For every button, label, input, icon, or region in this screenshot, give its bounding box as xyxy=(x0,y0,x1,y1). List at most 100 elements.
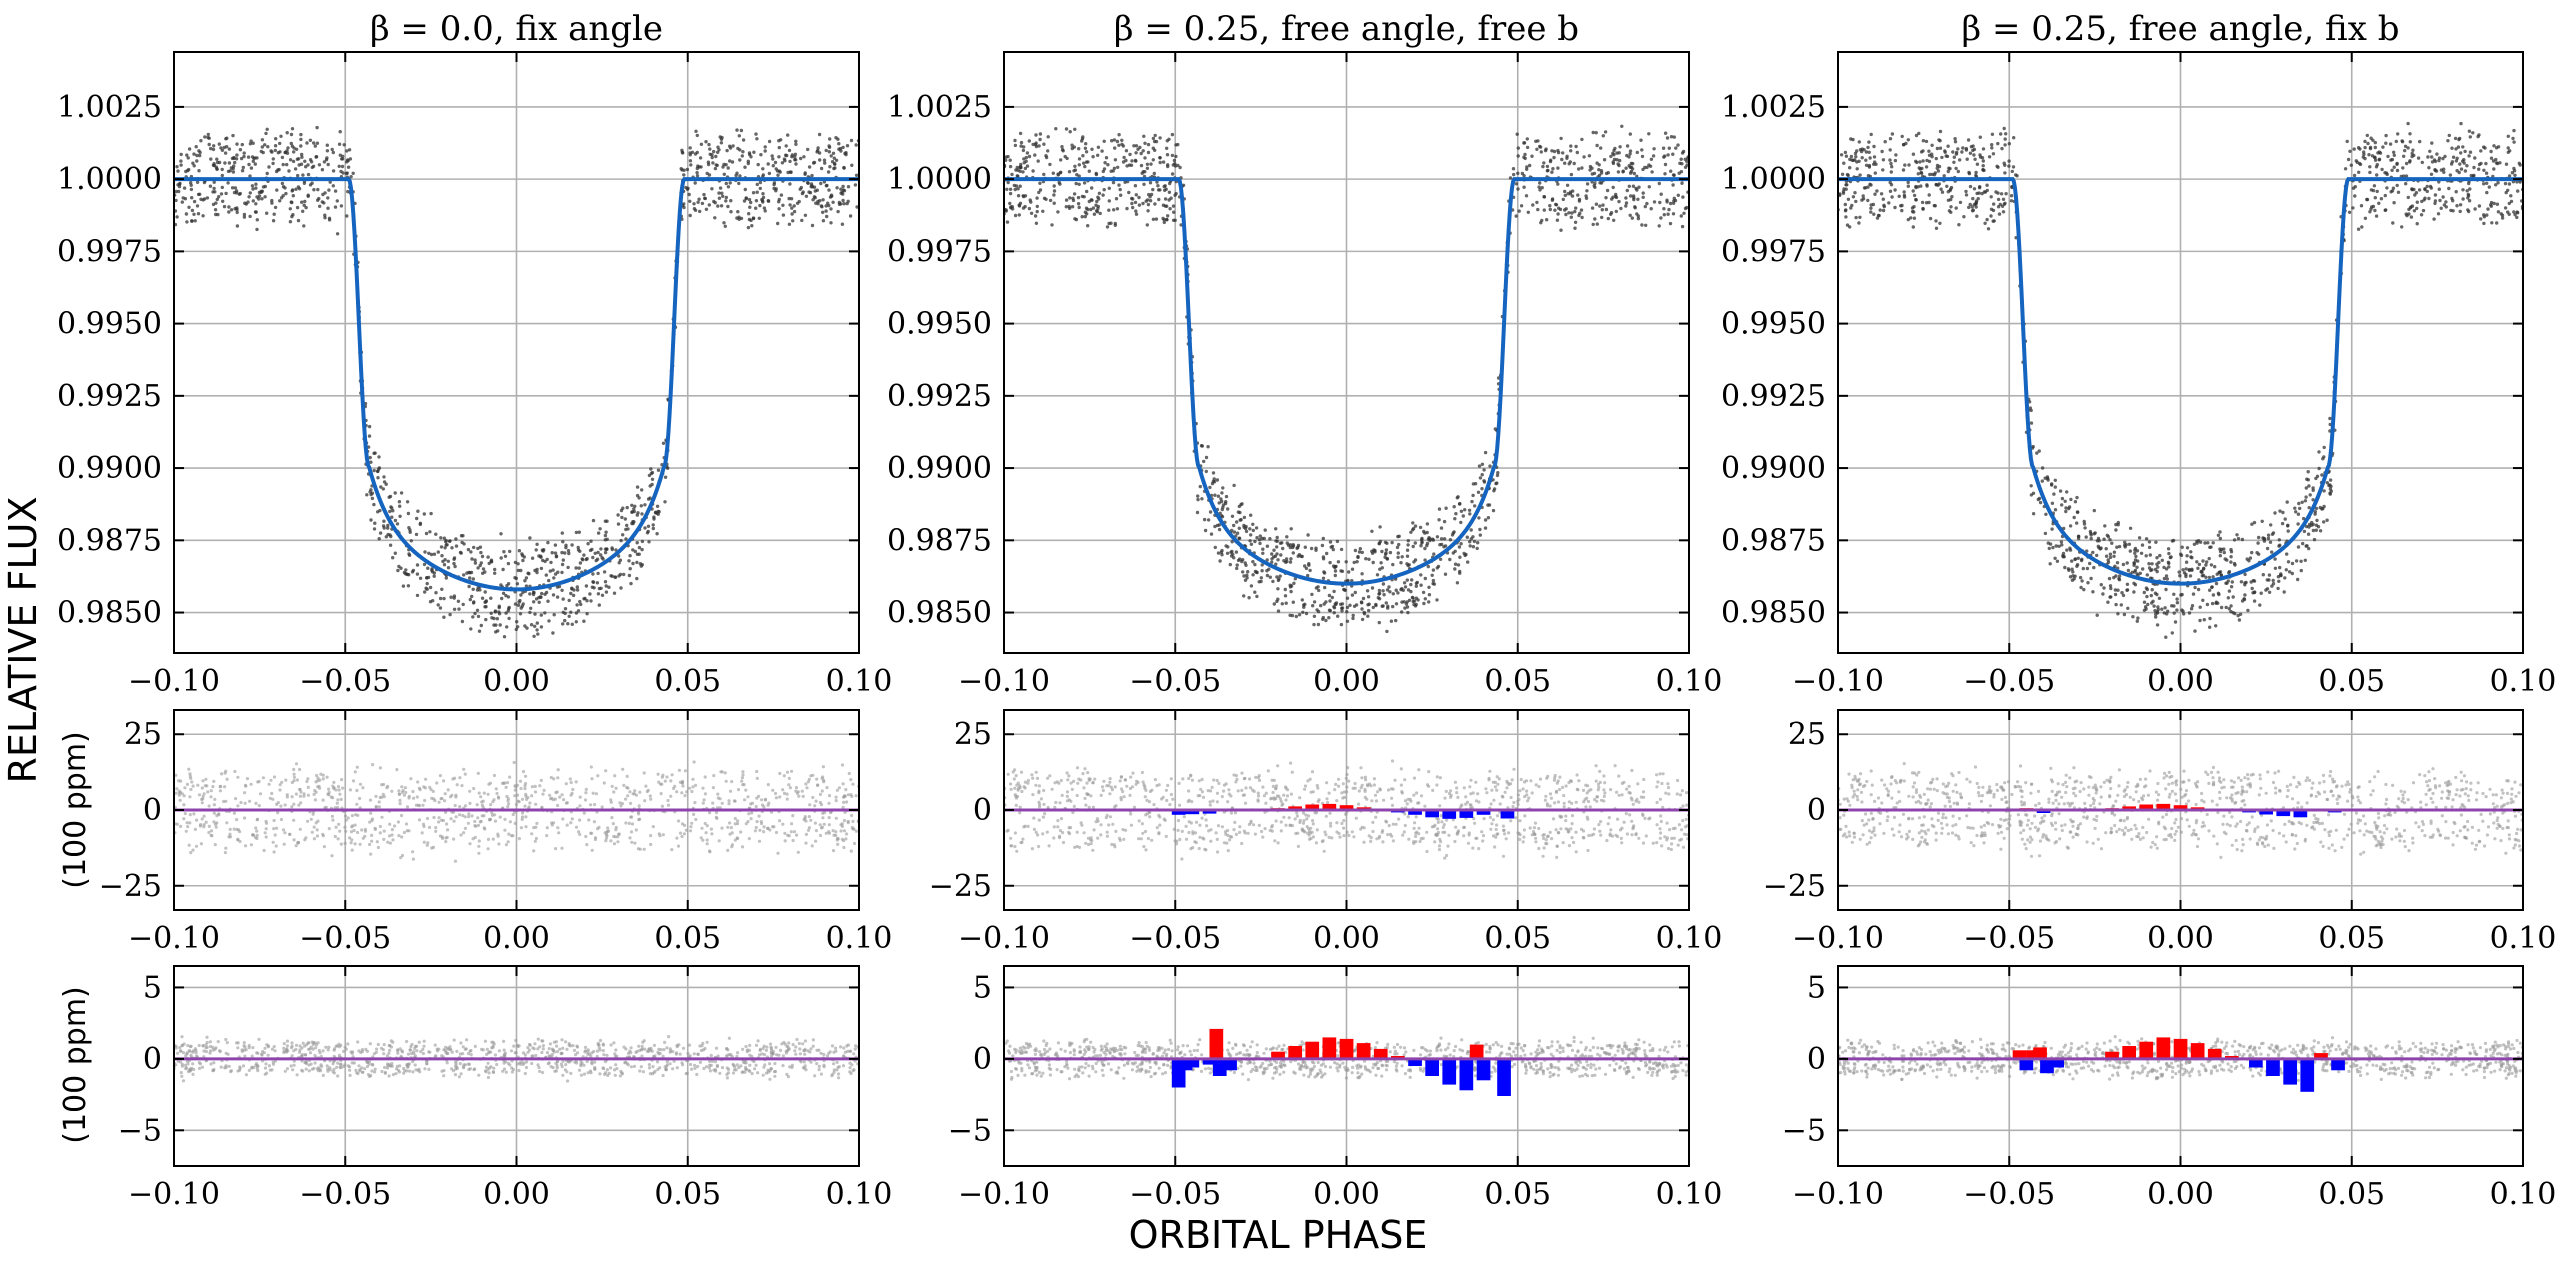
observation-point xyxy=(1382,593,1386,597)
observation-point xyxy=(2037,496,2042,501)
observation-point xyxy=(462,573,466,577)
observation-point xyxy=(2509,199,2514,204)
observation-point xyxy=(1611,161,1616,166)
observation-point xyxy=(1130,159,1134,163)
observation-point xyxy=(2356,227,2361,231)
residual-point xyxy=(343,814,348,818)
observation-point xyxy=(1089,198,1094,202)
observation-point xyxy=(632,507,636,511)
observation-point xyxy=(331,184,335,188)
x-tick-label: −0.10 xyxy=(958,664,1050,699)
observation-point xyxy=(1938,129,1943,134)
observation-point xyxy=(1867,165,1872,169)
observation-point xyxy=(647,540,651,544)
observation-point xyxy=(1512,172,1516,177)
observation-point xyxy=(2188,574,2193,578)
observation-point xyxy=(2427,196,2431,201)
observation-point xyxy=(1974,199,1979,203)
observation-point xyxy=(1907,163,1911,167)
observation-point xyxy=(1422,601,1426,606)
observation-point xyxy=(1322,571,1327,575)
residual-point xyxy=(224,846,228,850)
observation-point xyxy=(174,189,178,194)
observation-point xyxy=(823,161,827,165)
observation-point xyxy=(2138,571,2142,575)
observation-point xyxy=(220,185,224,190)
observation-point xyxy=(1243,526,1248,531)
observation-point xyxy=(2219,573,2223,577)
observation-point xyxy=(2516,189,2520,193)
observation-point xyxy=(1468,540,1472,544)
observation-point xyxy=(2314,528,2318,532)
observation-point xyxy=(196,192,201,197)
observation-point xyxy=(790,212,794,216)
observation-point xyxy=(1295,546,1299,550)
observation-point xyxy=(532,634,536,638)
observation-point xyxy=(2372,184,2377,188)
observation-point xyxy=(1551,167,1555,171)
residual-point xyxy=(279,804,283,808)
observation-point xyxy=(536,632,540,636)
residual-point xyxy=(795,833,799,837)
observation-point xyxy=(467,584,471,589)
observation-point xyxy=(1133,158,1138,163)
observation-point xyxy=(553,543,558,547)
observation-point xyxy=(1431,538,1436,542)
observation-point xyxy=(212,186,216,191)
observation-point xyxy=(2031,491,2036,495)
observation-point xyxy=(610,546,614,550)
observation-point xyxy=(1866,174,1871,178)
observation-point xyxy=(2089,576,2093,581)
observation-point xyxy=(1034,221,1039,225)
observation-point xyxy=(734,173,738,178)
observation-point xyxy=(1117,143,1121,147)
observation-point xyxy=(249,166,254,170)
residual-point xyxy=(313,798,317,802)
residual-point xyxy=(278,788,282,792)
observation-point xyxy=(2414,191,2419,195)
observation-point xyxy=(1400,600,1404,604)
observation-point xyxy=(1967,205,1971,210)
observation-point xyxy=(1276,578,1281,583)
observation-point xyxy=(326,196,330,200)
observation-point xyxy=(1989,195,1993,199)
observation-point xyxy=(1403,585,1408,589)
observation-point xyxy=(1334,602,1338,607)
residual-point xyxy=(854,794,858,798)
observation-point xyxy=(1385,629,1389,634)
observation-point xyxy=(1665,198,1669,202)
observation-point xyxy=(2145,573,2149,577)
observation-point xyxy=(738,174,742,178)
residual-point xyxy=(196,783,200,787)
observation-point xyxy=(2313,510,2317,514)
observation-point xyxy=(1120,138,1124,142)
observation-point xyxy=(514,576,518,581)
observation-point xyxy=(718,186,723,190)
observation-point xyxy=(1665,136,1670,140)
observation-point xyxy=(567,598,571,603)
observation-point xyxy=(290,127,295,131)
observation-point xyxy=(1910,206,1915,210)
observation-point xyxy=(2468,135,2472,139)
observation-point xyxy=(2489,204,2493,208)
observation-point xyxy=(1405,605,1410,609)
observation-point xyxy=(552,576,556,580)
observation-point xyxy=(211,190,215,194)
residual-point xyxy=(348,788,352,792)
observation-point xyxy=(1545,218,1549,222)
observation-point xyxy=(483,590,487,594)
observation-point xyxy=(296,173,300,178)
observation-point xyxy=(219,192,224,196)
observation-point xyxy=(780,161,785,165)
observation-point xyxy=(1954,152,1959,156)
residual-point xyxy=(486,837,491,842)
observation-point xyxy=(458,550,463,555)
observation-point xyxy=(1418,525,1423,530)
observation-point xyxy=(1345,619,1350,623)
observation-point xyxy=(1351,613,1355,618)
observation-point xyxy=(1990,132,1995,136)
observation-point xyxy=(1230,540,1234,544)
residual-point xyxy=(319,772,323,776)
observation-point xyxy=(841,198,845,203)
observation-point xyxy=(1213,545,1218,550)
